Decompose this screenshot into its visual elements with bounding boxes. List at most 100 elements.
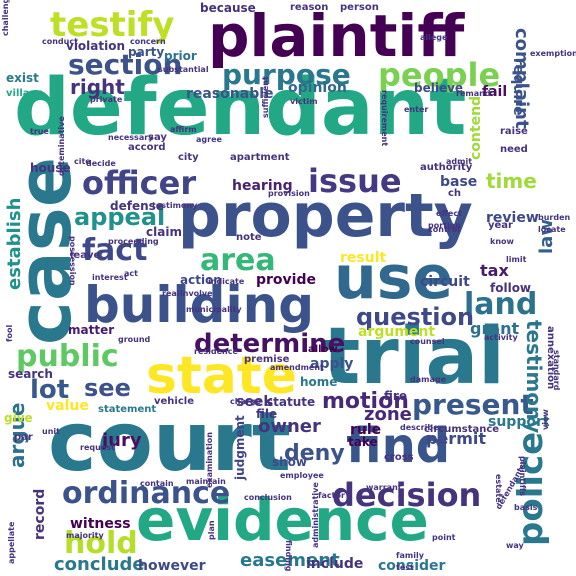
word-include: include (306, 556, 363, 572)
word-property: property (178, 181, 473, 251)
word-appellate: appellate (7, 521, 16, 564)
word-testimony: testimony (522, 320, 546, 433)
word-leave: leave (70, 250, 100, 261)
word-right: right (70, 75, 125, 99)
word-time: time (486, 169, 537, 193)
word-person: person (340, 2, 379, 13)
word-residence: residence (194, 347, 238, 356)
word-factor: factor (318, 491, 345, 500)
word-estate: estate (494, 474, 503, 503)
word-year: year (488, 220, 513, 231)
word-review: review (486, 210, 539, 226)
word-possession: possession (68, 236, 77, 286)
word-purpose: purpose (222, 58, 351, 91)
word-jury: jury (101, 430, 142, 451)
word-challenge: challenge (1, 0, 10, 36)
word-way: way (506, 541, 525, 550)
word-public: public (16, 339, 119, 374)
word-conclusion: conclusion (244, 493, 292, 502)
word-permit: permit (426, 429, 486, 448)
word-portion: portion (428, 221, 461, 230)
word-test: test (396, 563, 414, 572)
word-damage: damage (410, 375, 447, 384)
word-decide: decide (86, 159, 116, 168)
word-point: point (432, 533, 456, 542)
word-defendant: defendant (14, 63, 466, 153)
word-provision: provision (268, 189, 310, 198)
word-exemption: exemption (530, 49, 576, 58)
word-circumstance: circumstance (424, 424, 499, 435)
word-determine: determine (194, 329, 345, 359)
word-case: case (2, 157, 88, 345)
word-matter: matter (68, 323, 114, 337)
word-section: section (68, 48, 182, 81)
word-evidence: evidence (136, 486, 429, 554)
word-true: true (30, 127, 49, 136)
word-state: state (146, 346, 297, 406)
word-note: note (236, 232, 262, 243)
word-family: family (396, 551, 425, 560)
word-rule: rule (350, 422, 381, 438)
word-result: result (340, 250, 386, 266)
word-question: question (356, 303, 474, 331)
word-see: see (84, 374, 131, 402)
word-grant: grant (470, 319, 520, 338)
word-cross: cross (384, 452, 414, 463)
word-annexation: annexation (545, 326, 556, 389)
word-deny: deny (284, 441, 345, 466)
word-use: use (334, 243, 453, 313)
word-warrant: warrant (366, 483, 402, 492)
word-take: take (348, 435, 378, 449)
word-charge: charge (230, 397, 262, 406)
word-substantial: substantial (158, 65, 209, 74)
word-involve: involve (180, 289, 213, 298)
word-find: find (346, 418, 450, 474)
word-control: control (428, 225, 460, 234)
word-decision: decision (332, 476, 481, 514)
word-necessary: necessary (108, 133, 154, 142)
word-tax: tax (480, 261, 509, 280)
word-agree: agree (196, 135, 222, 144)
word-however: however (138, 558, 206, 574)
word-reasonable: reasonable (186, 86, 274, 102)
word-describe: describe (400, 423, 439, 432)
word-request: request (80, 443, 115, 452)
word-par: par (14, 432, 33, 443)
word-exist: exist (6, 71, 39, 85)
word-complaint: complaint (511, 28, 532, 129)
word-know: know (490, 237, 515, 246)
word-conclude: conclude (54, 554, 145, 575)
word-say: say (148, 132, 167, 143)
word-prior: prior (164, 49, 197, 63)
word-cite: cite (74, 157, 91, 166)
word-file: file (256, 407, 277, 421)
word-unit: unit (42, 427, 60, 436)
word-vehicle: vehicle (154, 396, 194, 407)
word-enter: enter (404, 105, 428, 114)
word-party: party (128, 45, 164, 59)
word-circuit: circuit (420, 274, 470, 290)
word-motion: motion (322, 389, 409, 414)
word-law: law (536, 219, 557, 254)
word-establish: establish (4, 198, 25, 290)
word-search: search (8, 367, 53, 381)
word-authority: authority (420, 162, 473, 173)
word-hearing: hearing (232, 178, 293, 194)
word-area: area (200, 243, 276, 278)
word-victim: victim (290, 97, 318, 106)
word-opinion: opinion (288, 80, 347, 96)
word-judgment: judgment (233, 415, 247, 481)
word-house: house (30, 161, 71, 175)
word-employee: employee (280, 471, 324, 480)
word-show: show (272, 455, 307, 469)
word-act: act (124, 269, 138, 278)
word-requirement: requirement (380, 90, 389, 146)
word-trial: trial (323, 312, 505, 402)
word-zone: zone (364, 404, 412, 425)
word-examination: examination (205, 432, 214, 488)
word-burden: burden (538, 213, 571, 222)
word-admit: admit (446, 157, 472, 166)
word-people: people (378, 56, 500, 94)
word-municipality: municipality (186, 305, 242, 314)
word-fail: fail (482, 84, 507, 100)
